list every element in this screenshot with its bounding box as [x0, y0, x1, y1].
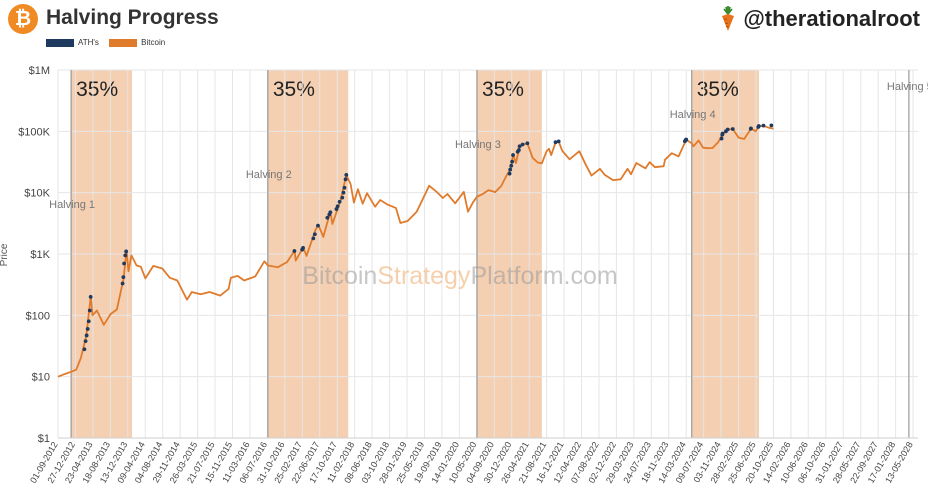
ath-point — [325, 215, 330, 220]
halving-label-5: Halving 5 — [887, 81, 928, 93]
carrot-icon — [722, 6, 735, 31]
legend-label-bitcoin: Bitcoin — [141, 38, 166, 47]
halving-label-4: Halving 4 — [670, 109, 716, 121]
ath-point — [311, 236, 316, 241]
ath-point — [124, 249, 129, 254]
author-handle: @therationalroot — [719, 6, 920, 32]
ath-point — [509, 163, 514, 168]
bitcoin-logo-icon: ₿ — [8, 4, 38, 34]
ath-point — [769, 123, 774, 128]
ath-point — [730, 127, 735, 131]
ath-point — [337, 199, 342, 204]
legend-label-ath: ATH's — [78, 38, 99, 47]
watermark: BitcoinStrategyPlatform.com — [302, 262, 617, 290]
ath-point — [507, 171, 512, 176]
chart-title: Halving Progress — [46, 6, 219, 29]
ath-point — [328, 210, 333, 215]
ath-point — [756, 124, 761, 128]
author-handle-text: @therationalroot — [743, 6, 920, 31]
ath-point — [301, 245, 305, 250]
band-label-4: 35% — [697, 78, 739, 101]
legend-swatch-bitcoin — [109, 38, 138, 47]
ath-point — [83, 339, 88, 344]
chart-header: ₿ Halving Progress ATH's Bitcoin @therat… — [0, 0, 928, 58]
y-tick-label: $10 — [32, 372, 50, 384]
ath-point — [316, 223, 320, 228]
halving-label-1: Halving 1 — [49, 199, 95, 211]
y-tick-label: $10K — [24, 188, 50, 200]
ath-point — [343, 177, 348, 182]
ath-point — [719, 136, 724, 141]
y-tick-label: $1M — [29, 65, 50, 77]
ath-point — [120, 281, 125, 286]
ath-point — [335, 204, 340, 209]
chart-grid — [57, 69, 918, 439]
ath-point — [121, 275, 126, 280]
ath-point — [725, 127, 730, 132]
band-label-2: 35% — [273, 78, 315, 101]
ath-point — [88, 294, 93, 299]
ath-point — [123, 253, 128, 258]
ath-point — [720, 131, 725, 136]
ath-point — [344, 172, 349, 177]
y-tick-label: $100 — [26, 310, 50, 322]
ath-point — [517, 144, 522, 149]
ath-point — [87, 308, 92, 313]
watermark-part-1: Bitcoin — [302, 262, 377, 290]
ath-point — [82, 347, 87, 352]
watermark-part-2: Strategy — [377, 262, 471, 290]
y-tick-label: $1 — [38, 433, 50, 445]
band-label-3: 35% — [482, 78, 524, 101]
y-tick-label: $100K — [18, 126, 50, 138]
ath-point — [520, 142, 525, 147]
legend-swatch-ath — [46, 38, 74, 47]
ath-point — [292, 249, 297, 253]
ath-point — [556, 139, 561, 144]
ath-point — [85, 327, 90, 331]
ath-point — [340, 195, 345, 200]
halving-label-2: Halving 2 — [246, 169, 292, 181]
ath-point — [342, 185, 347, 190]
y-tick-label: $1K — [30, 249, 50, 261]
ath-point — [122, 261, 126, 266]
ath-point — [84, 333, 89, 338]
ath-point — [553, 140, 558, 145]
chart-series — [57, 123, 774, 378]
ath-point — [525, 141, 530, 146]
series-line-bitcoin — [57, 124, 774, 378]
ath-point — [516, 148, 521, 152]
y-axis-label: Price — [0, 243, 10, 266]
ath-point — [684, 137, 689, 142]
ath-point — [761, 123, 766, 128]
watermark-part-3: Platform.com — [470, 262, 617, 290]
ath-point — [86, 319, 91, 324]
legend-item-bitcoin[interactable]: Bitcoin — [109, 38, 165, 47]
ath-point — [312, 232, 317, 237]
ath-point — [511, 153, 515, 157]
ath-point — [341, 190, 346, 195]
band-label-1: 35% — [76, 78, 118, 101]
ath-point — [510, 159, 515, 164]
legend-item-ath[interactable]: ATH's — [46, 38, 99, 47]
halving-label-3: Halving 3 — [455, 139, 501, 151]
ath-point — [508, 167, 513, 172]
halving-markers: Halving 1 Halving 2 Halving 3 Halving 4 Halv… — [49, 70, 928, 438]
ath-point — [749, 126, 753, 131]
chart-legend: ATH's Bitcoin — [46, 38, 173, 50]
